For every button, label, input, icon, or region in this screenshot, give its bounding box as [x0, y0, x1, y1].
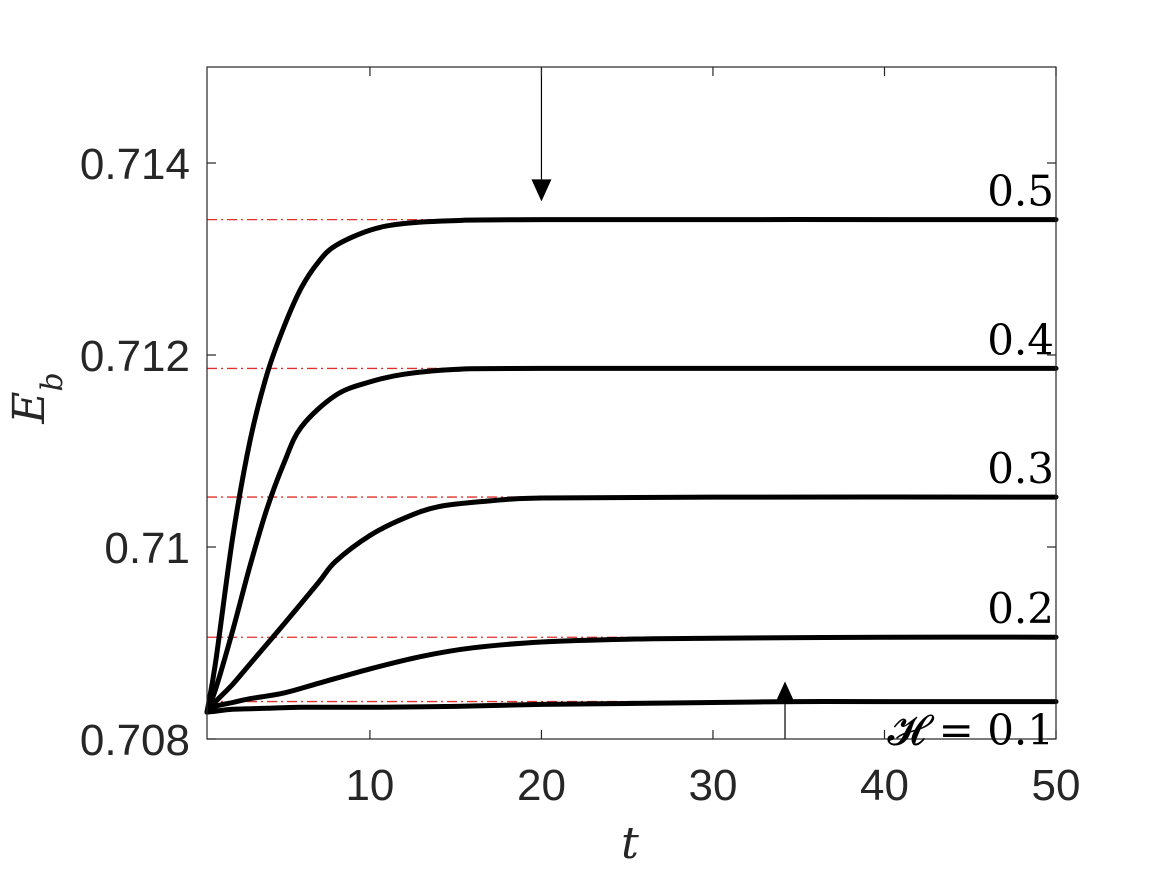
x-tick-label-1: 10	[345, 761, 394, 810]
x-tick-label-2: 20	[517, 761, 566, 810]
y-axis-label-main: E	[4, 392, 55, 425]
y-axis-label-subscript: b	[35, 372, 70, 391]
y-tick-label-3: 0.712	[80, 332, 190, 381]
y-tick-label-4: 0.714	[80, 140, 190, 189]
curve-label-3: 0.3	[987, 444, 1054, 493]
curve-label-2: 0.2	[987, 584, 1054, 633]
curve-label-4: 0.4	[987, 315, 1054, 364]
x-axis-label: t	[621, 818, 639, 869]
x-tick-label-5: 50	[1032, 761, 1081, 810]
curve-label-5: 0.5	[987, 167, 1054, 216]
y-tick-label-2: 0.71	[104, 524, 190, 573]
x-tick-label-4: 40	[860, 761, 909, 810]
x-tick-label-3: 30	[688, 761, 737, 810]
curve-label-1: 𝓗 = 0.1	[887, 706, 1054, 755]
y-tick-label-1: 0.708	[80, 716, 190, 765]
